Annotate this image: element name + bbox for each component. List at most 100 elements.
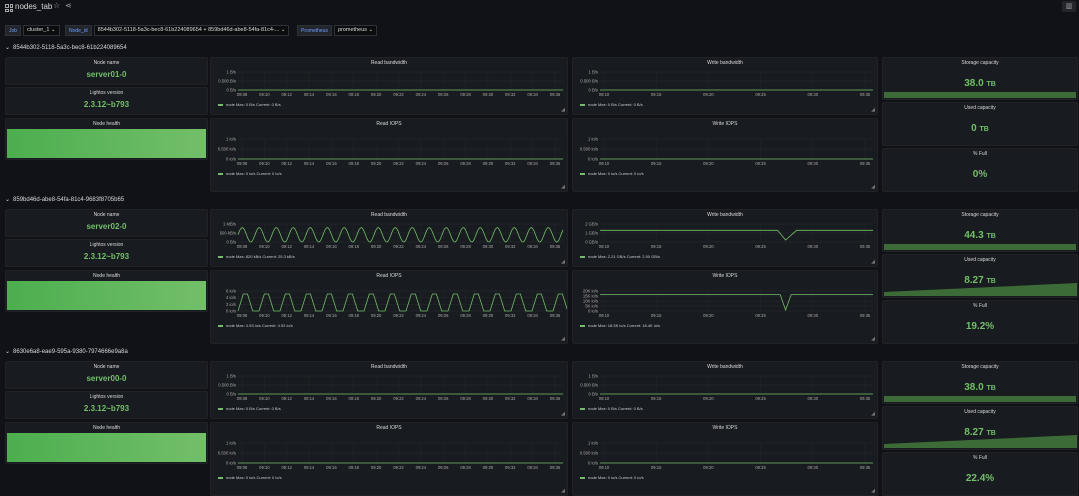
chart-panel-read-bw: Read bandwidth 1 B/s 0.500 B/s 0 B/s 09:08 09…: [210, 361, 568, 419]
job-select[interactable]: cluster_1 ⌄: [23, 25, 60, 36]
chart-plot: 1 MB/s 500 kB/s 0 B/s09:08 09:10 09:12 09:14 0…: [220, 222, 564, 249]
x-tick-label: 09:22: [393, 396, 404, 401]
x-tick-label: 09:25: [755, 396, 766, 401]
job-variable: Job cluster_1 ⌄: [5, 25, 60, 36]
legend[interactable]: node Max: 0 io/s Current: 0 io/s: [580, 475, 644, 480]
storage-capacity-value: 44.3 TB: [883, 230, 1077, 241]
resize-handle-icon[interactable]: ◢: [871, 336, 875, 342]
dashboard-title[interactable]: nodes_tab: [15, 2, 53, 11]
resize-handle-icon[interactable]: ◢: [871, 184, 875, 190]
resize-handle-icon[interactable]: ◢: [561, 107, 565, 113]
x-tick-label: 09:16: [326, 313, 337, 318]
x-tick-label: 09:22: [393, 244, 404, 249]
resize-handle-icon[interactable]: ◢: [871, 411, 875, 417]
node-health-bar: [7, 433, 206, 462]
chart-plot: 1 io/s 0.500 io/s 0 io/s09:10 09:15 09:20 09:…: [580, 441, 873, 470]
x-tick-label: 09:30: [483, 161, 494, 166]
x-tick-label: 09:34: [527, 396, 538, 401]
resize-handle-icon[interactable]: ◢: [561, 336, 565, 342]
resize-handle-icon[interactable]: ◢: [561, 488, 565, 494]
panel-title: Lightos version: [89, 394, 124, 400]
y-tick-label: 0 B/s: [226, 240, 236, 245]
x-tick-label: 09:12: [281, 313, 292, 318]
add-panel-icon[interactable]: ▥: [1062, 1, 1076, 12]
node-health-panel: Node health: [5, 422, 208, 464]
x-tick-label: 09:26: [438, 161, 449, 166]
x-tick-label: 09:34: [527, 244, 538, 249]
storage-capacity-value: 38.0 TB: [883, 78, 1077, 89]
x-tick-label: 09:25: [755, 244, 766, 249]
y-tick-label: 0.500 io/s: [218, 451, 236, 456]
panel-title: Used capacity: [964, 257, 996, 263]
used-unit: TB: [979, 126, 989, 133]
resize-handle-icon[interactable]: ◢: [561, 259, 565, 265]
panel-title: Write bandwidth: [707, 212, 743, 218]
legend-text: node Max: 0 io/s Current: 0 io/s: [588, 475, 644, 480]
x-tick-label: 09:30: [483, 313, 494, 318]
legend[interactable]: node Max: 0 io/s Current: 0 io/s: [218, 171, 282, 176]
x-tick-label: 09:32: [505, 92, 516, 97]
x-tick-label: 09:20: [371, 465, 382, 470]
node-name-panel: Node name server01-0: [5, 57, 208, 85]
node-name-panel: Node name server00-0: [5, 361, 208, 389]
x-tick-label: 09:20: [371, 313, 382, 318]
legend[interactable]: node Max: 18.5K io/s Current: 18.4K io/s: [580, 323, 660, 328]
resize-handle-icon[interactable]: ◢: [871, 488, 875, 494]
panel-title: % Full: [973, 151, 987, 157]
legend[interactable]: node Max: 0 B/s Current: 0 B/s: [218, 102, 281, 107]
star-icon[interactable]: ☆: [53, 1, 61, 10]
resize-handle-icon[interactable]: ◢: [871, 107, 875, 113]
legend[interactable]: node Max: 4.93 io/s Current: 4.92 io/s: [218, 323, 293, 328]
x-tick-label: 09:15: [651, 161, 662, 166]
percent-full-panel: % Full 19.2%: [882, 300, 1078, 344]
share-icon[interactable]: ⋖: [65, 1, 72, 10]
legend[interactable]: node Max: 0 io/s Current: 0 io/s: [580, 171, 644, 176]
row-title[interactable]: ⌄ 8544b302-5118-5a3c-bec8-61b224089654: [5, 44, 127, 51]
y-tick-label: 0 B/s: [226, 88, 236, 93]
panel-title: Used capacity: [964, 105, 996, 111]
y-tick-label: 15K io/s: [583, 294, 598, 299]
legend[interactable]: node Max: 2.21 GB/s Current: 2.00 GB/s: [580, 254, 660, 259]
y-tick-label: 0 B/s: [588, 392, 598, 397]
x-tick-label: 09:18: [349, 465, 360, 470]
legend[interactable]: node Max: 0 B/s Current: 0 B/s: [580, 102, 643, 107]
x-tick-label: 09:20: [703, 244, 714, 249]
x-tick-label: 09:36: [550, 161, 561, 166]
x-tick-label: 09:22: [393, 161, 404, 166]
row-title[interactable]: ⌄ 859bd46d-abe8-54fa-81c4-9683f8705b65: [5, 196, 124, 203]
resize-handle-icon[interactable]: ◢: [871, 259, 875, 265]
x-tick-label: 09:35: [860, 92, 871, 97]
y-tick-label: 0.500 io/s: [218, 147, 236, 152]
legend-swatch: [218, 173, 223, 175]
legend[interactable]: node Max: 0 B/s Current: 0 B/s: [218, 406, 281, 411]
panel-title: Storage capacity: [961, 364, 999, 370]
storage-capacity-panel: Storage capacity 44.3 TB: [882, 209, 1078, 252]
x-tick-label: 09:30: [483, 92, 494, 97]
x-tick-label: 09:35: [860, 313, 871, 318]
x-tick-label: 09:34: [527, 313, 538, 318]
legend[interactable]: node Max: 0 io/s Current: 0 io/s: [218, 475, 282, 480]
legend-swatch: [580, 256, 585, 258]
x-tick-label: 09:36: [550, 313, 561, 318]
node-id-select[interactable]: 8544b302-5118-5a3c-bec8-61b224089654 + 8…: [93, 25, 290, 36]
panel-title: Write IOPS: [712, 121, 738, 127]
series-line: [237, 227, 564, 243]
x-tick-label: 09:20: [371, 396, 382, 401]
resize-handle-icon[interactable]: ◢: [561, 184, 565, 190]
x-tick-label: 09:20: [703, 313, 714, 318]
node-name-value: server00-0: [86, 374, 127, 383]
resize-handle-icon[interactable]: ◢: [561, 411, 565, 417]
x-tick-label: 09:08: [237, 92, 248, 97]
panel-title: Node health: [93, 425, 120, 431]
prometheus-select[interactable]: prometheus ⌄: [333, 25, 378, 36]
x-tick-label: 09:26: [438, 313, 449, 318]
row-title-text: 8630e6a8-eae9-595a-9380-7974666e9a8a: [13, 349, 128, 355]
y-tick-label: 1 io/s: [588, 137, 598, 142]
legend-swatch: [218, 256, 223, 258]
row-title[interactable]: ⌄ 8630e6a8-eae9-595a-9380-7974666e9a8a: [5, 348, 128, 355]
used-capacity-panel: Used capacity 8.27 TB: [882, 254, 1078, 298]
legend[interactable]: node Max: 0 B/s Current: 0 B/s: [580, 406, 643, 411]
legend[interactable]: node Max: 820 kB/s Current: 25.3 kB/s: [218, 254, 295, 259]
legend-swatch: [580, 408, 585, 410]
chart-plot: 1 io/s 0.500 io/s 0 io/s09:10 09:15 09:20 09:…: [580, 137, 873, 166]
